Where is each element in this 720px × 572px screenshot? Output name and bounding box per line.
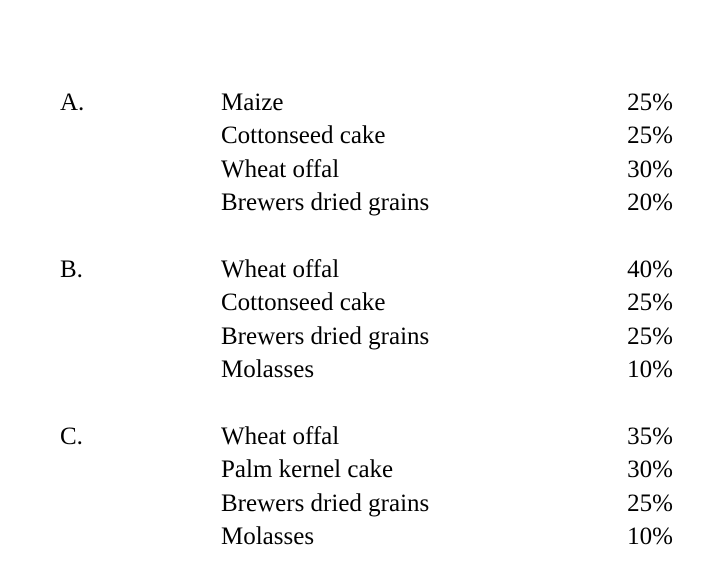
ingredient-percent: 25% — [627, 122, 673, 150]
option-letter: C. — [60, 423, 83, 450]
ingredient-percent: 10% — [627, 522, 673, 550]
ingredient-name: Maize — [221, 89, 284, 116]
ingredient-row: Maize 25% — [221, 86, 673, 119]
ingredient-row: Wheat offal 30% — [221, 153, 673, 186]
ingredient-name: Molasses — [221, 522, 315, 550]
option-letter: B. — [60, 256, 83, 283]
ingredient-name: Cottonseed cake — [221, 122, 386, 150]
ingredient-row: Cottonseed cake 25% — [221, 286, 673, 319]
ingredient-row: Wheat offal 35% — [221, 420, 673, 453]
ingredient-list: Maize 25% Cottonseed cake 25% Wheat offa… — [221, 86, 673, 219]
ingredient-row: Palm kernel cake 30% — [221, 453, 673, 486]
ingredient-row: Cottonseed cake 25% — [221, 119, 673, 152]
ingredient-percent: 30% — [627, 155, 673, 183]
ingredient-percent: 20% — [627, 188, 673, 216]
ingredient-name: Cottonseed cake — [221, 289, 386, 317]
ingredient-name: Palm kernel cake — [221, 456, 394, 484]
ingredient-name: Brewers dried grains — [221, 188, 430, 216]
ingredient-list: Wheat offal 35% Palm kernel cake 30% Bre… — [221, 420, 673, 553]
ingredient-percent: 25% — [627, 289, 673, 317]
ingredient-row: Wheat offal 40% — [221, 253, 673, 286]
ingredient-row: Brewers dried grains 20% — [221, 186, 673, 219]
ingredient-name: Wheat offal — [221, 423, 340, 450]
ingredient-percent: 30% — [627, 456, 673, 484]
ingredient-row: Brewers dried grains 25% — [221, 487, 673, 520]
ingredient-name: Brewers dried grains — [221, 489, 430, 517]
ingredient-percent: 40% — [627, 256, 673, 283]
ingredient-row: Molasses 10% — [221, 353, 673, 386]
ingredient-name: Wheat offal — [221, 155, 340, 183]
ingredient-percent: 25% — [627, 489, 673, 517]
ingredient-list: Wheat offal 40% Cottonseed cake 25% Brew… — [221, 253, 673, 386]
ingredient-percent: 35% — [627, 423, 673, 450]
option-letter: A. — [60, 89, 85, 116]
ingredient-row: Brewers dried grains 25% — [221, 320, 673, 353]
ingredient-name: Brewers dried grains — [221, 322, 430, 350]
ingredient-name: Molasses — [221, 355, 315, 383]
ingredient-percent: 25% — [627, 322, 673, 350]
ingredient-row: Molasses 10% — [221, 520, 673, 553]
ingredient-percent: 25% — [627, 89, 673, 116]
ingredient-percent: 10% — [627, 355, 673, 383]
ingredient-name: Wheat offal — [221, 256, 340, 283]
